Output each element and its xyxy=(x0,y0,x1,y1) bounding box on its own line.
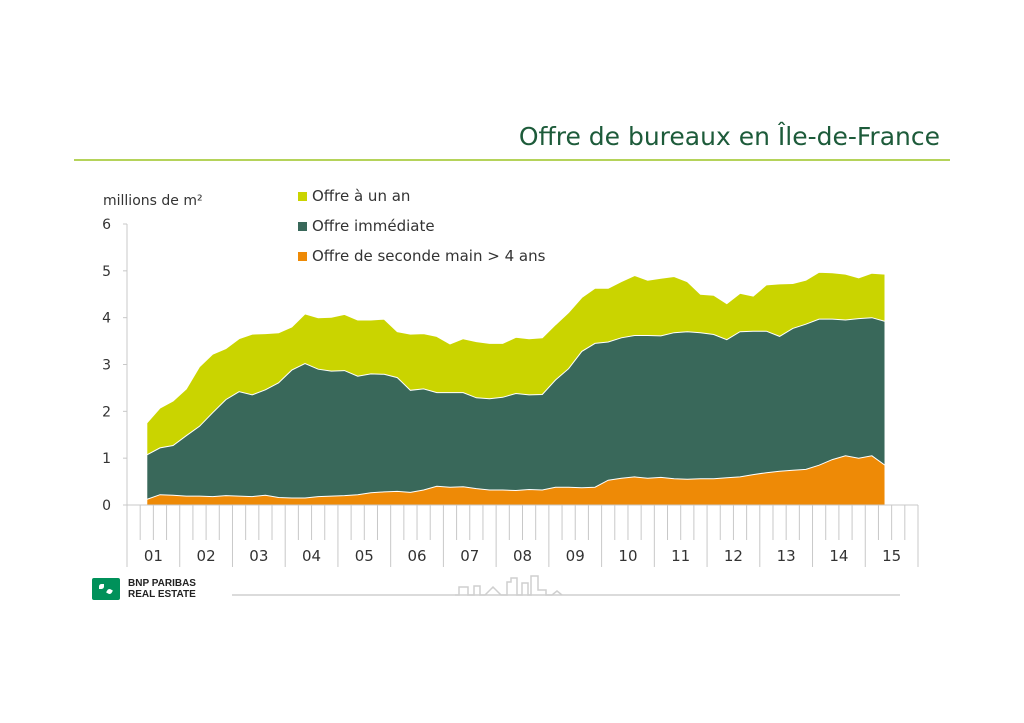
x-tick-label: 02 xyxy=(197,547,216,565)
area-offre-de-seconde-main-4-ans xyxy=(146,455,886,506)
x-tick-label: 12 xyxy=(724,547,743,565)
legend: Offre à un an Offre immédiate Offre de sec… xyxy=(298,187,546,265)
x-tick-label: 07 xyxy=(460,547,479,565)
bnp-paribas-logo-icon xyxy=(92,578,120,600)
legend-swatch xyxy=(298,222,307,231)
y-tick-label: 0 xyxy=(102,498,111,514)
y-tick-label: 3 xyxy=(102,358,111,374)
area-offre-immediate xyxy=(146,317,886,506)
y-axis-label: millions de m² xyxy=(103,193,203,209)
x-tick-label: 10 xyxy=(618,547,637,565)
x-tick-label: 05 xyxy=(355,547,374,565)
skyline-decoration xyxy=(232,575,900,596)
legend-swatch xyxy=(298,252,307,261)
y-tick-label: 5 xyxy=(102,264,111,280)
x-tick-label: 01 xyxy=(144,547,163,565)
legend-label: Offre immédiate xyxy=(312,217,435,235)
brand-logo: BNP PARIBAS REAL ESTATE xyxy=(92,578,196,600)
area-series-group xyxy=(146,271,886,506)
x-tick-label: 04 xyxy=(302,547,321,565)
x-tick-label: 08 xyxy=(513,547,532,565)
x-tick-label: 09 xyxy=(566,547,585,565)
y-tick-label: 4 xyxy=(102,311,111,327)
page-title: Offre de bureaux en Île-de-France xyxy=(518,122,940,151)
x-tick-label: 15 xyxy=(882,547,901,565)
brand-name: BNP PARIBAS REAL ESTATE xyxy=(128,578,196,600)
x-tick-label: 11 xyxy=(671,547,690,565)
x-tick-label: 03 xyxy=(249,547,268,565)
skyline-outline xyxy=(455,575,563,596)
y-tick-label: 2 xyxy=(102,404,111,420)
x-tick-label: 06 xyxy=(407,547,426,565)
y-tick-label: 1 xyxy=(102,451,111,467)
brand-line-1: BNP PARIBAS xyxy=(128,578,196,589)
legend-swatch xyxy=(298,192,307,201)
y-tick-label: 6 xyxy=(102,217,111,233)
brand-line-2: REAL ESTATE xyxy=(128,589,196,600)
legend-label: Offre de seconde main > 4 ans xyxy=(312,247,546,265)
x-tick-label: 14 xyxy=(829,547,848,565)
legend-label: Offre à un an xyxy=(312,187,410,205)
title-divider xyxy=(74,159,950,161)
x-tick-label: 13 xyxy=(777,547,796,565)
